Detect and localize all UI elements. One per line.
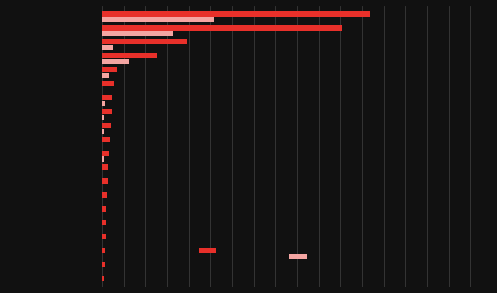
Bar — [102, 137, 110, 142]
Bar — [102, 248, 105, 253]
Bar — [102, 67, 116, 72]
Bar — [102, 59, 129, 64]
Bar — [102, 95, 112, 100]
Bar — [102, 115, 104, 120]
Bar — [102, 262, 105, 267]
Bar — [102, 31, 172, 36]
Bar — [102, 156, 103, 162]
Bar — [102, 45, 113, 50]
Bar — [102, 25, 341, 30]
Bar — [102, 206, 106, 212]
Bar — [102, 73, 109, 78]
Bar — [102, 11, 370, 17]
Bar — [199, 248, 216, 253]
Bar — [102, 39, 187, 45]
Bar — [102, 81, 114, 86]
Bar — [102, 123, 111, 128]
Bar — [102, 129, 104, 134]
Bar — [102, 220, 106, 225]
Bar — [102, 178, 107, 184]
Bar — [102, 17, 214, 23]
Bar — [289, 254, 307, 259]
Bar — [102, 151, 109, 156]
Bar — [102, 164, 108, 170]
Bar — [102, 53, 157, 58]
Bar — [102, 276, 104, 281]
Bar — [102, 192, 107, 197]
Bar — [102, 109, 112, 114]
Bar — [102, 234, 105, 239]
Bar — [102, 101, 105, 106]
